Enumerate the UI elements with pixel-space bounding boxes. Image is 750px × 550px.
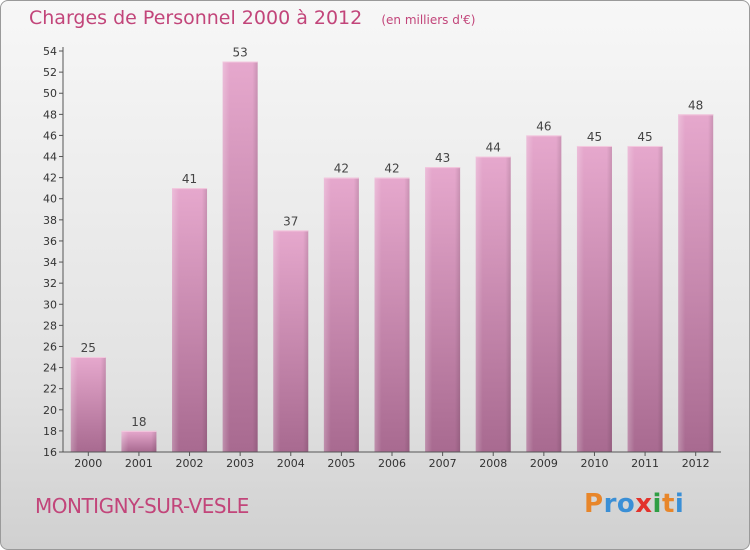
y-tick-label: 20 [43, 404, 57, 417]
x-tick-label: 2000 [74, 457, 102, 470]
chart-subtitle: (en milliers d'€) [381, 13, 476, 27]
x-tick-label: 2010 [580, 457, 608, 470]
title-row: Charges de Personnel 2000 à 2012 (en mil… [29, 7, 475, 29]
bar-shade-2012 [678, 114, 714, 452]
data-label-2006: 42 [384, 162, 399, 176]
x-tick-label: 2008 [479, 457, 507, 470]
data-label-2002: 41 [182, 172, 197, 186]
data-label-2004: 37 [283, 214, 298, 228]
bar-shade-2007 [425, 167, 461, 452]
bar-shade-2005 [323, 177, 359, 452]
bar-shade-2006 [374, 177, 410, 452]
bar-shade-2011 [627, 145, 663, 452]
bar-shade-2010 [576, 145, 612, 452]
data-label-2012: 48 [688, 98, 703, 112]
x-tick-label: 2005 [327, 457, 355, 470]
y-axis: 16 18 20 22 24 26 28 30 32 34 36 38 40 42 44 46 48 50 52 54 [43, 45, 64, 459]
x-tick-label: 2009 [530, 457, 558, 470]
data-label-2001: 18 [131, 415, 146, 429]
x-tick-label: 2003 [226, 457, 254, 470]
proxiti-logo: Proxiti [584, 489, 684, 519]
y-tick-label: 16 [43, 446, 57, 459]
commune-name: MONTIGNY-SUR-VESLE [35, 494, 249, 518]
bar-shade-2003 [222, 61, 258, 452]
bar-shade-2002 [172, 188, 208, 452]
y-tick-label: 52 [43, 66, 57, 79]
y-tick-label: 36 [43, 235, 57, 248]
y-tick-label: 28 [43, 319, 57, 332]
data-label-2008: 44 [486, 141, 501, 155]
y-tick-label: 22 [43, 383, 57, 396]
y-tick-label: 42 [43, 172, 57, 185]
bars: 25 18 41 53 37 42 42 43 44 46 45 45 48 [70, 46, 714, 453]
y-tick-label: 32 [43, 277, 57, 290]
logo-letter: r [603, 489, 617, 519]
logo-letter: t [661, 489, 675, 519]
bar-shade-2008 [475, 156, 511, 453]
x-tick-label: 2007 [429, 457, 457, 470]
chart-title: Charges de Personnel 2000 à 2012 [29, 7, 363, 29]
data-label-2000: 25 [81, 341, 96, 355]
y-tick-label: 26 [43, 340, 57, 353]
logo-letter: P [584, 489, 604, 519]
data-label-2010: 45 [587, 130, 602, 144]
y-tick-label: 46 [43, 129, 57, 142]
y-tick-label: 34 [43, 256, 57, 269]
y-tick-label: 44 [43, 151, 57, 164]
y-tick-label: 50 [43, 87, 57, 100]
bar-shade-2001 [121, 430, 157, 452]
data-label-2009: 46 [536, 119, 551, 133]
logo-letter: x [635, 489, 653, 519]
bar-shade-2004 [273, 230, 309, 452]
y-tick-label: 54 [43, 45, 57, 58]
y-tick-label: 38 [43, 214, 57, 227]
x-axis: 2000 2001 2002 2003 2004 2005 2006 2007 2008 2009… [63, 451, 721, 470]
x-tick-label: 2001 [125, 457, 153, 470]
y-tick-label: 48 [43, 108, 57, 121]
bar-shade-2009 [526, 135, 562, 452]
data-label-2011: 45 [637, 130, 652, 144]
x-tick-label: 2011 [631, 457, 659, 470]
data-label-2003: 53 [233, 46, 248, 60]
logo-letter: o [616, 489, 636, 519]
data-label-2007: 43 [435, 151, 450, 165]
y-tick-label: 24 [43, 362, 57, 375]
x-tick-label: 2006 [378, 457, 406, 470]
logo-letter: i [674, 489, 685, 519]
y-tick-label: 40 [43, 193, 57, 206]
logo-letter: i [652, 489, 662, 519]
x-tick-label: 2004 [277, 457, 305, 470]
y-tick-label: 18 [43, 425, 57, 438]
y-tick-label: 30 [43, 298, 57, 311]
x-tick-label: 2002 [176, 457, 204, 470]
bar-shade-2000 [70, 357, 106, 452]
x-tick-label: 2012 [682, 457, 710, 470]
data-label-2005: 42 [334, 162, 349, 176]
